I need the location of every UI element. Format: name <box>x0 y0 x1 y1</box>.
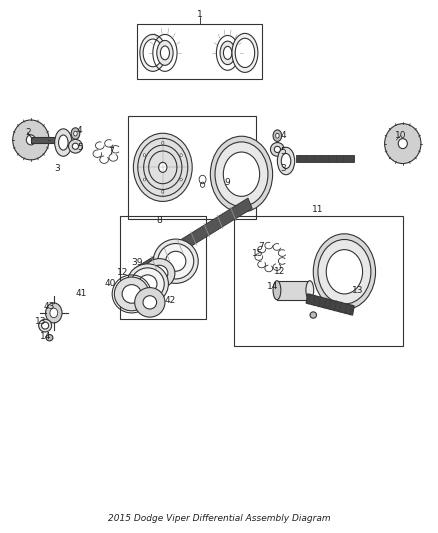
Text: 4: 4 <box>77 126 83 135</box>
Text: 15: 15 <box>252 249 264 258</box>
Ellipse shape <box>143 296 157 309</box>
Circle shape <box>180 154 182 157</box>
Ellipse shape <box>158 244 194 279</box>
Circle shape <box>180 178 182 181</box>
Ellipse shape <box>143 39 162 67</box>
Text: 2: 2 <box>25 127 31 136</box>
Ellipse shape <box>223 152 260 196</box>
Polygon shape <box>134 198 252 279</box>
Ellipse shape <box>13 120 49 160</box>
Ellipse shape <box>68 140 82 153</box>
Text: 40: 40 <box>104 279 116 288</box>
Ellipse shape <box>235 38 254 68</box>
Ellipse shape <box>276 133 279 138</box>
Ellipse shape <box>127 264 168 304</box>
Text: 9: 9 <box>225 177 230 187</box>
Ellipse shape <box>42 322 49 329</box>
Ellipse shape <box>151 265 168 281</box>
Text: 13: 13 <box>352 286 363 295</box>
Ellipse shape <box>46 335 53 341</box>
Text: 10: 10 <box>395 131 406 140</box>
Ellipse shape <box>39 319 52 332</box>
Bar <box>31 137 55 143</box>
Circle shape <box>162 190 164 193</box>
Ellipse shape <box>46 303 62 323</box>
Ellipse shape <box>71 128 80 140</box>
Ellipse shape <box>166 251 186 271</box>
Text: 14: 14 <box>40 332 52 341</box>
Ellipse shape <box>131 268 164 300</box>
Ellipse shape <box>153 239 198 284</box>
Ellipse shape <box>72 143 78 149</box>
Ellipse shape <box>134 133 192 201</box>
Circle shape <box>143 154 145 157</box>
Ellipse shape <box>140 35 166 71</box>
Bar <box>128 116 256 219</box>
Ellipse shape <box>220 41 235 64</box>
Ellipse shape <box>398 139 407 149</box>
Ellipse shape <box>274 147 280 152</box>
Ellipse shape <box>306 281 314 300</box>
Polygon shape <box>306 294 354 315</box>
Text: 5: 5 <box>77 143 83 152</box>
Ellipse shape <box>26 135 35 145</box>
Ellipse shape <box>74 131 77 136</box>
Text: 7: 7 <box>108 147 114 156</box>
Text: 2015 Dodge Viper Differential Assembly Diagram: 2015 Dodge Viper Differential Assembly D… <box>108 514 330 523</box>
Text: 42: 42 <box>165 296 176 305</box>
Ellipse shape <box>326 249 363 294</box>
Ellipse shape <box>318 239 371 304</box>
Text: 3: 3 <box>280 164 286 173</box>
Ellipse shape <box>232 34 258 72</box>
Circle shape <box>143 178 145 181</box>
Text: 8: 8 <box>156 215 162 224</box>
Ellipse shape <box>210 136 272 212</box>
Ellipse shape <box>273 281 281 300</box>
Ellipse shape <box>59 135 68 150</box>
Text: 39: 39 <box>131 258 143 267</box>
Text: 4: 4 <box>281 131 287 140</box>
Ellipse shape <box>138 275 157 293</box>
Ellipse shape <box>144 259 175 288</box>
Ellipse shape <box>385 124 421 164</box>
Ellipse shape <box>157 41 173 66</box>
Ellipse shape <box>277 147 295 175</box>
Bar <box>277 281 310 300</box>
Text: 3: 3 <box>54 164 60 173</box>
Ellipse shape <box>215 142 268 206</box>
Ellipse shape <box>281 154 291 168</box>
Ellipse shape <box>310 312 317 318</box>
Bar <box>296 155 354 162</box>
Text: 14: 14 <box>267 282 279 291</box>
Ellipse shape <box>159 163 167 172</box>
Ellipse shape <box>160 46 170 60</box>
Ellipse shape <box>270 142 284 156</box>
Text: 11: 11 <box>312 205 323 214</box>
Ellipse shape <box>223 46 232 59</box>
Circle shape <box>162 142 164 144</box>
Text: 5: 5 <box>280 147 286 156</box>
Bar <box>137 24 262 79</box>
Text: 1: 1 <box>197 10 202 19</box>
Bar <box>234 216 403 345</box>
Text: 43: 43 <box>44 302 55 311</box>
Ellipse shape <box>273 130 282 141</box>
Ellipse shape <box>114 277 149 311</box>
Text: 7: 7 <box>258 242 264 251</box>
Text: 12: 12 <box>274 267 285 276</box>
Text: 12: 12 <box>117 268 129 277</box>
Ellipse shape <box>313 234 375 310</box>
Text: 41: 41 <box>76 289 87 298</box>
Text: 13: 13 <box>35 317 46 326</box>
Bar <box>120 216 206 319</box>
Ellipse shape <box>55 129 72 156</box>
Ellipse shape <box>134 288 165 317</box>
Ellipse shape <box>50 308 58 318</box>
Ellipse shape <box>122 285 141 303</box>
